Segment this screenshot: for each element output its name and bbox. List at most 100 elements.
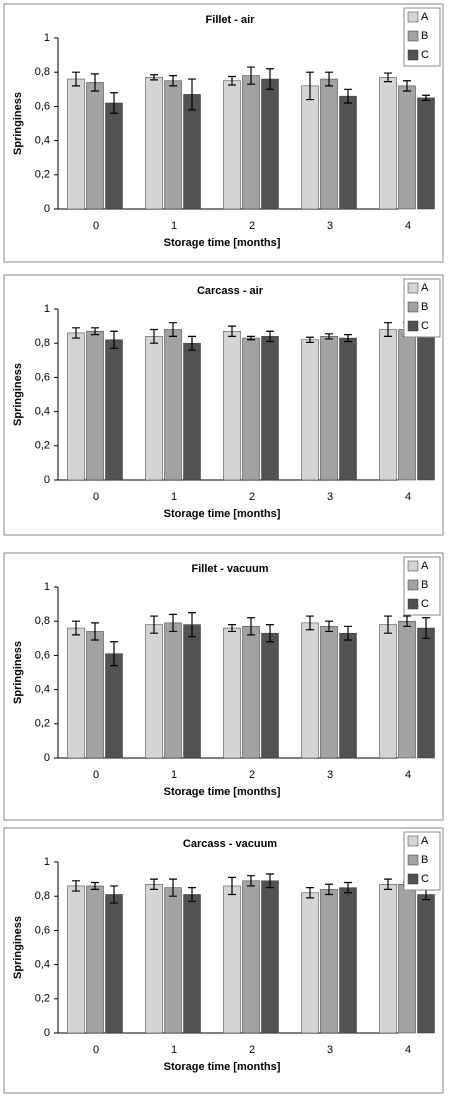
error-bar	[266, 330, 274, 343]
legend-label: B	[421, 854, 428, 866]
legend-swatch	[407, 320, 419, 332]
bar	[398, 85, 416, 210]
legend-label: A	[421, 11, 429, 23]
error-bar	[306, 887, 314, 899]
y-tick-label: 0,2	[35, 993, 50, 1005]
y-tick-label: 0,4	[35, 959, 50, 971]
bar	[164, 80, 182, 210]
bar	[339, 337, 357, 481]
bar	[105, 339, 123, 481]
bar	[67, 885, 85, 1034]
legend-label: B	[421, 301, 428, 313]
x-tick-label: 0	[93, 769, 99, 781]
error-bar	[150, 74, 158, 81]
legend-swatch	[407, 598, 419, 610]
bar	[145, 336, 163, 481]
bar	[183, 894, 201, 1034]
error-bar	[91, 881, 99, 890]
bar	[242, 337, 260, 481]
bar	[164, 329, 182, 481]
chart-title: Carcass - vacuum	[183, 838, 277, 850]
error-bar	[228, 325, 236, 337]
y-axis-title: Springiness	[12, 641, 24, 704]
y-tick-label: 0,8	[35, 337, 50, 349]
bar	[301, 622, 319, 759]
bar	[67, 78, 85, 210]
chart-panel: Carcass - vacuum Springiness Storage time …	[3, 827, 444, 1094]
bar	[320, 889, 338, 1034]
error-bar	[169, 878, 177, 897]
x-tick-label: 4	[405, 1044, 411, 1056]
x-tick-label: 2	[249, 1044, 255, 1056]
y-tick-label: 0,2	[35, 440, 50, 452]
y-axis-title: Springiness	[12, 92, 24, 155]
x-axis-title: Storage time [months]	[164, 786, 281, 798]
bar	[417, 627, 435, 759]
bar	[164, 887, 182, 1034]
error-bar	[91, 73, 99, 92]
bar	[183, 94, 201, 210]
error-bar	[384, 615, 392, 634]
error-bar	[344, 881, 352, 894]
chart-panel: Fillet - air Springiness Storage time [mon…	[3, 3, 444, 263]
y-tick-label: 0,6	[35, 924, 50, 936]
error-bar	[188, 78, 196, 111]
bar	[105, 653, 123, 759]
error-bar	[91, 622, 99, 641]
legend-label: A	[421, 282, 429, 294]
bar	[398, 883, 416, 1034]
legend-label: A	[421, 835, 429, 847]
x-tick-label: 4	[405, 220, 411, 232]
bar	[145, 77, 163, 210]
legend-swatch	[407, 579, 419, 591]
bar	[67, 627, 85, 759]
bar	[379, 883, 397, 1034]
x-tick-label: 1	[171, 220, 177, 232]
x-tick-label: 0	[93, 491, 99, 503]
bar	[339, 632, 357, 759]
bar	[183, 342, 201, 481]
legend-label: C	[421, 598, 429, 610]
error-bar	[266, 624, 274, 643]
bar	[398, 620, 416, 759]
bar	[261, 632, 279, 759]
error-bar	[403, 615, 411, 627]
error-bar	[247, 875, 255, 887]
legend-label: C	[421, 49, 429, 61]
chart-panel: Fillet - vacuum Springiness Storage time […	[3, 552, 444, 821]
bar	[86, 330, 104, 481]
legend-label: C	[421, 320, 429, 332]
error-bar	[422, 94, 430, 102]
x-tick-label: 1	[171, 769, 177, 781]
bar	[105, 102, 123, 210]
bar	[105, 894, 123, 1034]
x-tick-label: 3	[327, 491, 333, 503]
error-bar	[344, 88, 352, 104]
error-bar	[150, 328, 158, 344]
error-bar	[228, 876, 236, 896]
error-bar	[72, 880, 80, 892]
error-bar	[247, 617, 255, 636]
bar	[301, 339, 319, 481]
x-axis-title: Storage time [months]	[164, 237, 281, 249]
error-bar	[306, 615, 314, 631]
bar	[320, 336, 338, 481]
y-tick-label: 0,4	[35, 135, 50, 147]
bar	[242, 626, 260, 759]
error-bar	[91, 327, 99, 336]
bar	[379, 77, 397, 210]
x-tick-label: 1	[171, 491, 177, 503]
error-bar	[325, 883, 333, 896]
x-tick-label: 3	[327, 1044, 333, 1056]
y-tick-label: 1	[44, 581, 50, 593]
x-tick-label: 2	[249, 769, 255, 781]
error-bar	[344, 625, 352, 641]
bar	[417, 894, 435, 1034]
legend-swatch	[407, 560, 419, 572]
y-tick-label: 1	[44, 32, 50, 44]
x-tick-label: 1	[171, 1044, 177, 1056]
bar	[164, 622, 182, 759]
y-tick-label: 0,4	[35, 406, 50, 418]
error-bar	[266, 68, 274, 90]
